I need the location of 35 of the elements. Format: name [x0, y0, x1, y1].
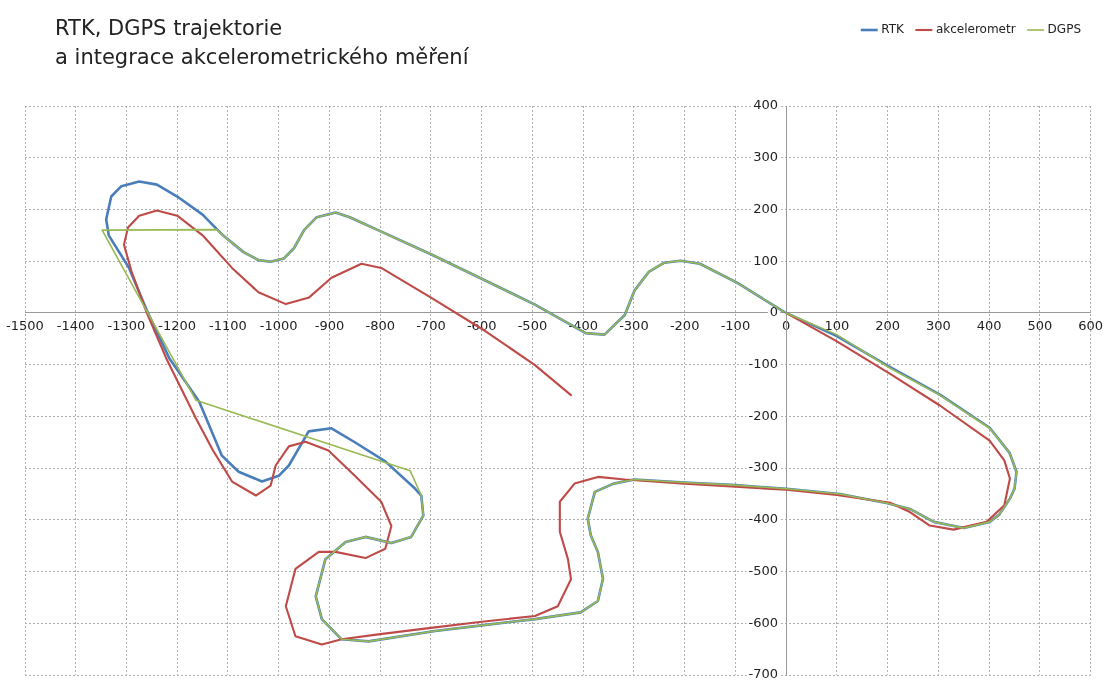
y-tick-label: -300: [748, 459, 779, 475]
y-tick-label: -400: [748, 511, 779, 527]
x-tick-label: 300: [925, 318, 951, 334]
y-tick-label: 200: [753, 200, 779, 216]
y-tick-label: 300: [753, 149, 779, 165]
x-tick-label: 100: [824, 318, 850, 334]
x-tick-label: 200: [875, 318, 901, 334]
legend-label: RTK: [881, 22, 906, 37]
x-tick-label: -700: [416, 318, 446, 334]
x-tick-label: 400: [976, 318, 1002, 334]
x-tick-label: -200: [669, 318, 700, 334]
y-tick-label: -100: [748, 356, 779, 372]
x-tick-label: -1500: [6, 318, 44, 334]
x-tick-label: -100: [720, 318, 751, 334]
legend-label: akcelerometr: [935, 22, 1016, 37]
y-tick-label: -200: [748, 407, 779, 423]
x-tick-label: 600: [1078, 318, 1104, 334]
chart-title: RTK, DGPS trajektorie a integrace akcelerometrického měření: [55, 15, 469, 71]
y-tick-label: -600: [748, 614, 779, 630]
x-tick-label: 500: [1027, 318, 1053, 334]
legend-label: DGPS: [1047, 22, 1082, 37]
x-tick-label: -1300: [107, 318, 146, 334]
x-tick-label: -800: [365, 318, 395, 334]
x-tick-label: -1200: [158, 318, 197, 334]
y-tick-label: 400: [753, 97, 779, 113]
y-tick-label: -700: [748, 666, 779, 680]
x-tick-label: -1100: [209, 318, 247, 334]
x-tick-label: -900: [314, 318, 345, 334]
x-tick-label: -500: [517, 318, 548, 334]
y-tick-label: 100: [753, 252, 779, 268]
y-tick-label: -500: [748, 562, 779, 578]
y-tick-label: 0: [769, 304, 779, 320]
x-tick-label: -300: [619, 318, 649, 334]
x-tick-label: -1000: [259, 318, 298, 334]
x-tick-label: -1400: [56, 318, 95, 334]
